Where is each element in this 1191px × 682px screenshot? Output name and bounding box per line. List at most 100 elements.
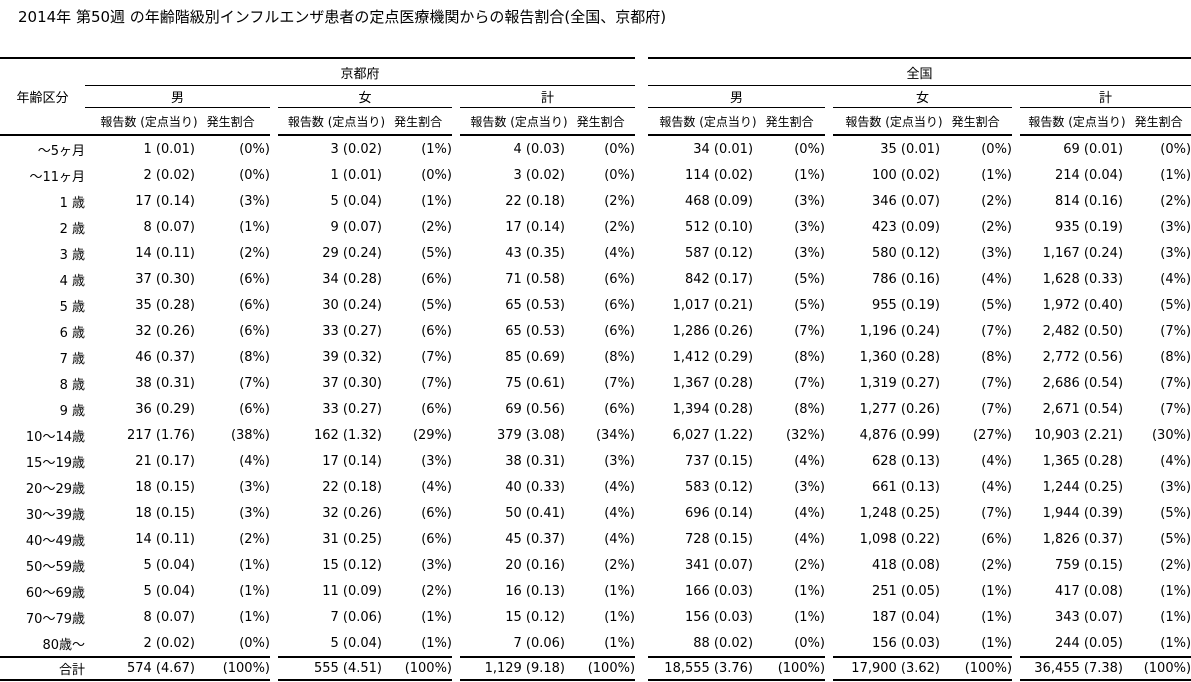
report-cell: 346 (0.07) bbox=[871, 193, 941, 209]
report-cell: 1,944 (0.39) bbox=[1042, 505, 1124, 521]
report-cell: 156 (0.03) bbox=[684, 609, 754, 625]
column-gap bbox=[1012, 214, 1020, 240]
report-cell: 29 (0.24) bbox=[322, 245, 382, 261]
report-count-header: 報告数 (定点当り) bbox=[845, 114, 943, 129]
table-row: 5 歳 35 (0.28) (6%) 30 (0.24) (5%) 65 (0.53) (6… bbox=[0, 292, 1191, 318]
rate-header: 発生割合 bbox=[206, 114, 255, 129]
rate-cell: (1%) bbox=[981, 167, 1013, 183]
column-gap bbox=[825, 292, 833, 318]
region-gap bbox=[635, 422, 648, 448]
rate-cell: (1%) bbox=[421, 609, 452, 625]
report-cell: 214 (0.04) bbox=[1054, 167, 1124, 183]
report-cell: 17 (0.14) bbox=[505, 219, 565, 235]
column-gap bbox=[452, 500, 460, 526]
subheader-group: 報告数 (定点当り) 発生割合 bbox=[648, 107, 826, 136]
report-cell: 512 (0.10) bbox=[684, 219, 754, 235]
report-cell: 1,244 (0.25) bbox=[1042, 479, 1124, 495]
report-cell: 43 (0.35) bbox=[505, 245, 565, 261]
column-gap bbox=[452, 657, 460, 680]
column-gap bbox=[1012, 500, 1020, 526]
report-cell: 187 (0.04) bbox=[871, 609, 941, 625]
report-cell: 1,972 (0.40) bbox=[1042, 297, 1124, 313]
report-cell: 244 (0.05) bbox=[1054, 635, 1124, 651]
rate-cell: (8%) bbox=[239, 349, 270, 365]
rate-cell: (3%) bbox=[794, 193, 826, 209]
age-label: 2 歳 bbox=[59, 221, 85, 237]
column-gap bbox=[1012, 318, 1020, 344]
report-cell: 417 (0.08) bbox=[1054, 583, 1124, 599]
report-cell: 1,196 (0.24) bbox=[859, 323, 941, 339]
region-gap bbox=[635, 578, 648, 604]
rate-cell: (5%) bbox=[1160, 531, 1191, 547]
rate-cell: (1%) bbox=[604, 609, 636, 625]
report-cell: 37 (0.30) bbox=[135, 271, 195, 287]
report-cell: 7 (0.06) bbox=[330, 609, 383, 625]
column-gap bbox=[452, 214, 460, 240]
rate-cell: (6%) bbox=[421, 531, 452, 547]
column-gap bbox=[825, 135, 833, 162]
age-label: 合計 bbox=[0, 656, 85, 681]
column-gap bbox=[825, 657, 833, 680]
rate-cell: (7%) bbox=[981, 505, 1013, 521]
report-cell: 40 (0.33) bbox=[505, 479, 565, 495]
report-cell: 17,900 (3.62) bbox=[833, 656, 941, 681]
report-cell: 15 (0.12) bbox=[505, 609, 565, 625]
report-cell: 1,360 (0.28) bbox=[859, 349, 941, 365]
report-cell: 786 (0.16) bbox=[871, 271, 941, 287]
column-gap bbox=[1012, 162, 1020, 188]
column-gap bbox=[825, 526, 833, 552]
subheader-group: 報告数 (定点当り) 発生割合 bbox=[460, 107, 636, 136]
table-row: 8 歳 38 (0.31) (7%) 37 (0.30) (7%) 75 (0.61) (7… bbox=[0, 370, 1191, 396]
column-gap bbox=[825, 578, 833, 604]
rate-cell: (4%) bbox=[604, 531, 636, 547]
report-cell: 737 (0.15) bbox=[684, 453, 754, 469]
column-gap bbox=[825, 86, 833, 108]
column-gap bbox=[452, 240, 460, 266]
column-gap bbox=[270, 526, 278, 552]
rate-cell: (8%) bbox=[794, 401, 826, 417]
age-label: ～11ヶ月 bbox=[29, 169, 85, 185]
rate-cell: (7%) bbox=[604, 375, 636, 391]
report-cell: 7 (0.06) bbox=[513, 635, 566, 651]
rate-cell: (5%) bbox=[794, 271, 826, 287]
report-cell: 628 (0.13) bbox=[871, 453, 941, 469]
column-gap bbox=[1012, 86, 1020, 108]
column-gap bbox=[825, 214, 833, 240]
column-gap bbox=[452, 188, 460, 214]
column-gap bbox=[270, 86, 278, 108]
report-cell: 162 (1.32) bbox=[313, 427, 382, 443]
region-gap bbox=[635, 474, 648, 500]
report-cell: 728 (0.15) bbox=[684, 531, 754, 547]
column-gap bbox=[270, 266, 278, 292]
report-cell: 1,628 (0.33) bbox=[1042, 271, 1124, 287]
report-cell: 14 (0.11) bbox=[135, 245, 195, 261]
rate-cell: (4%) bbox=[604, 505, 636, 521]
column-gap bbox=[825, 108, 833, 136]
column-gap bbox=[270, 578, 278, 604]
rate-cell: (5%) bbox=[1160, 297, 1191, 313]
report-cell: 661 (0.13) bbox=[871, 479, 941, 495]
rate-cell: (100%) bbox=[1123, 656, 1191, 681]
rate-cell: (2%) bbox=[239, 245, 270, 261]
rate-cell: (3%) bbox=[794, 219, 826, 235]
rate-header: 発生割合 bbox=[394, 114, 443, 129]
rate-cell: (0%) bbox=[239, 167, 270, 183]
report-cell: 4 (0.03) bbox=[513, 141, 566, 157]
rate-cell: (2%) bbox=[981, 193, 1013, 209]
rate-cell: (6%) bbox=[239, 401, 270, 417]
report-cell: 468 (0.09) bbox=[684, 193, 754, 209]
rate-cell: (1%) bbox=[981, 635, 1013, 651]
report-cell: 18,555 (3.76) bbox=[648, 656, 754, 681]
column-gap bbox=[1012, 526, 1020, 552]
rate-cell: (3%) bbox=[794, 245, 826, 261]
report-cell: 21 (0.17) bbox=[135, 453, 195, 469]
rate-cell: (7%) bbox=[421, 375, 452, 391]
column-gap bbox=[1012, 266, 1020, 292]
report-cell: 156 (0.03) bbox=[871, 635, 941, 651]
report-cell: 379 (3.08) bbox=[496, 427, 565, 443]
rate-cell: (3%) bbox=[239, 505, 270, 521]
rate-cell: (0%) bbox=[1160, 141, 1191, 157]
rate-cell: (3%) bbox=[239, 193, 270, 209]
report-cell: 50 (0.41) bbox=[505, 505, 565, 521]
